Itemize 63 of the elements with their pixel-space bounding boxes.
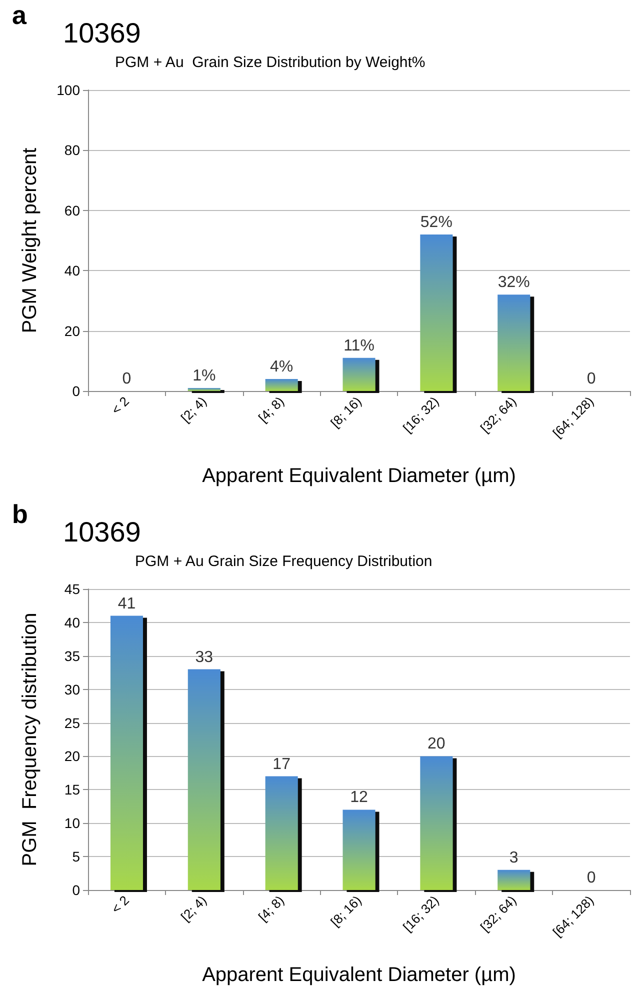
y-tick-label: 0 (72, 882, 80, 898)
data-label: 11% (344, 337, 374, 354)
x-tick-label: [8; 16) (328, 892, 364, 930)
data-label: 41 (118, 595, 136, 612)
bar (498, 294, 530, 391)
bar (265, 776, 298, 890)
y-tick-label: 20 (64, 748, 80, 764)
text: a (12, 0, 27, 30)
x-axis-title: Apparent Equivalent Diameter (µm) (202, 465, 516, 487)
x-axis-title: Apparent Equivalent Diameter (µm) (202, 964, 516, 986)
chart-subtitle: PGM + Au Grain Size Frequency Distribution (135, 553, 432, 570)
chart-title: 10369 (63, 516, 141, 548)
data-label: 12 (350, 789, 368, 806)
y-tick-label: 0 (72, 383, 80, 399)
x-tick-label: [32; 64) (477, 394, 520, 436)
x-tick-label: [16; 32) (400, 892, 442, 934)
y-axis-title: PGM Weight percent (19, 147, 41, 334)
y-tick-label: 25 (64, 714, 80, 731)
data-label: 52% (420, 214, 452, 231)
y-tick-label: 30 (64, 681, 80, 698)
data-label: 17 (272, 756, 291, 773)
bar (188, 669, 220, 890)
bar (265, 378, 298, 391)
bar (188, 388, 220, 391)
x-tick-label: [8; 16) (328, 394, 364, 430)
x-tick-label: < 2 (108, 892, 132, 916)
y-tick-label: 60 (64, 202, 80, 218)
data-label: 0 (122, 370, 132, 388)
y-tick-label: 40 (64, 262, 80, 279)
bar (498, 870, 530, 890)
data-label: 33 (195, 648, 214, 666)
data-label: 4% (270, 358, 294, 376)
y-tick-label: 10 (64, 815, 80, 832)
data-label: 3 (509, 849, 518, 866)
x-tick-label: [4; 8) (255, 394, 287, 426)
x-tick-label: [4; 8) (255, 892, 287, 924)
y-tick-label: 100 (56, 82, 80, 98)
bar (110, 616, 143, 890)
bar (420, 234, 453, 391)
x-tick-label: [2; 4) (178, 394, 210, 426)
data-label: 0 (586, 870, 596, 886)
y-tick-label: 20 (64, 322, 80, 339)
y-tick-label: 45 (64, 581, 80, 597)
data-label: 32% (498, 274, 530, 292)
y-tick-label: 15 (64, 782, 80, 798)
x-tick-label: [32; 64) (477, 892, 520, 934)
bar (342, 810, 376, 890)
y-axis-title: PGM Frequency distribution (19, 612, 41, 866)
text: b (12, 499, 28, 529)
data-label: 1% (192, 367, 216, 384)
x-tick-label: [16; 32) (400, 394, 442, 436)
x-tick-label: < 2 (108, 394, 132, 418)
data-label: 20 (428, 736, 446, 753)
x-tick-label: [2; 4) (178, 892, 210, 924)
bar (342, 358, 376, 391)
y-tick-label: 35 (64, 648, 80, 664)
y-tick-label: 80 (64, 142, 80, 158)
chart-subtitle: PGM + Au Grain Size Distribution by Weight% (115, 54, 426, 71)
chart-title: 10369 (63, 18, 141, 48)
bar (420, 756, 453, 890)
data-label: 0 (586, 370, 596, 388)
y-tick-label: 40 (64, 614, 80, 630)
y-tick-label: 5 (72, 848, 80, 865)
